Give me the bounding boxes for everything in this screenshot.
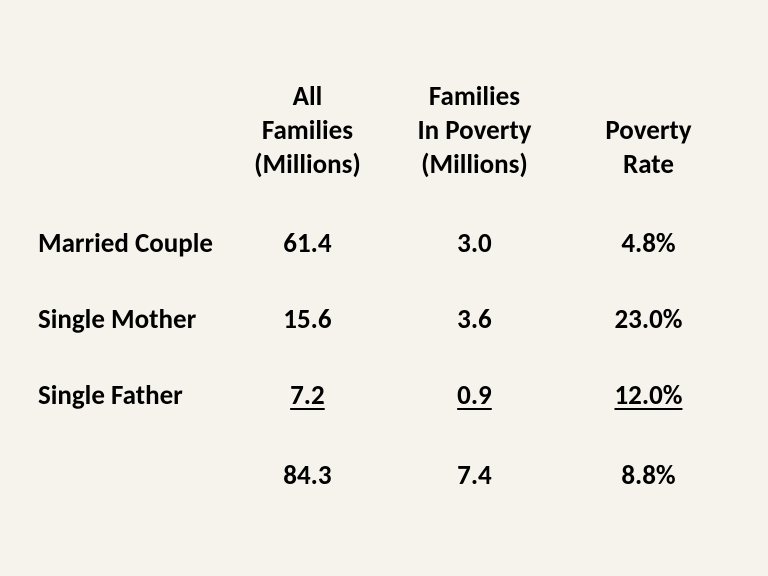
cell-rate: 23.0% [565, 281, 732, 357]
header-poverty-rate: Poverty Rate [565, 40, 732, 205]
cell-poverty: 3.0 [384, 205, 565, 281]
cell-rate: 4.8% [565, 205, 732, 281]
header-line: In Poverty [417, 114, 531, 147]
row-label: Single Mother [36, 281, 231, 357]
table-row: Married Couple 61.4 3.0 4.8% [36, 205, 732, 281]
totals-all: 84.3 [231, 433, 384, 509]
header-line: Families [262, 114, 353, 147]
cell-all: 15.6 [231, 281, 384, 357]
row-label: Single Father [36, 357, 231, 433]
row-label: Married Couple [36, 205, 231, 281]
poverty-table: All Families (Millions) Families In Pove… [36, 40, 732, 509]
header-blank [36, 40, 231, 205]
totals-rate: 8.8% [565, 433, 732, 509]
table-row: Single Mother 15.6 3.6 23.0% [36, 281, 732, 357]
totals-row: 84.3 7.4 8.8% [36, 433, 732, 509]
underlined-value: 7.2 [290, 379, 325, 412]
header-line: Rate [623, 148, 674, 181]
totals-poverty: 7.4 [384, 433, 565, 509]
underlined-value: 0.9 [457, 379, 492, 412]
header-row: All Families (Millions) Families In Pove… [36, 40, 732, 205]
cell-rate: 12.0% [565, 357, 732, 433]
table-body: Married Couple 61.4 3.0 4.8% Single Moth… [36, 205, 732, 509]
header-all-families: All Families (Millions) [231, 40, 384, 205]
header-families-in-poverty: Families In Poverty (Millions) [384, 40, 565, 205]
cell-poverty: 3.6 [384, 281, 565, 357]
table-row: Single Father 7.2 0.9 12.0% [36, 357, 732, 433]
cell-all: 7.2 [231, 357, 384, 433]
totals-label [36, 433, 231, 509]
header-line: All [293, 80, 323, 113]
cell-poverty: 0.9 [384, 357, 565, 433]
header-line: (Millions) [421, 148, 528, 181]
header-line: Poverty [605, 114, 691, 147]
header-line: Families [429, 80, 520, 113]
underlined-value: 12.0% [614, 379, 682, 412]
cell-all: 61.4 [231, 205, 384, 281]
header-line: (Millions) [254, 148, 361, 181]
